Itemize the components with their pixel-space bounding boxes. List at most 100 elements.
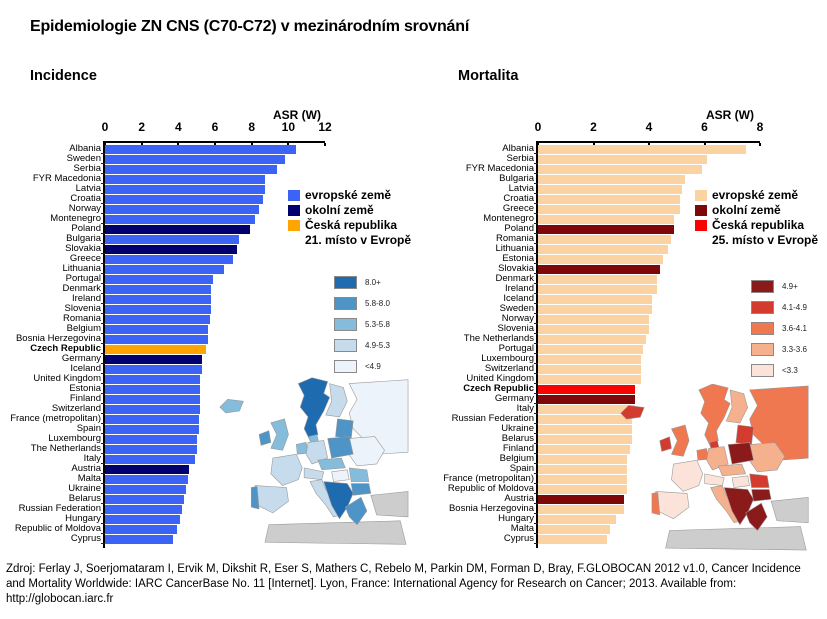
- bar-row-republic-of-moldova: Republic of Moldova: [1, 524, 327, 534]
- value-bar: [538, 484, 627, 494]
- value-bar: [105, 234, 239, 244]
- bar-row-belarus: Belarus: [434, 434, 764, 444]
- incidence-rank-note: 21. místo v Evropě: [305, 233, 412, 247]
- bar-row-montenegro: Montenegro: [1, 214, 327, 224]
- y-tick-mark: [101, 193, 105, 194]
- incidence-map-legend: 8.0+ 5.8-8.0 5.3-5.8 4.9-5.3 <4.9: [334, 275, 390, 381]
- y-tick-mark: [101, 323, 105, 324]
- country-label: FYR Macedonia: [32, 173, 101, 184]
- y-tick-mark: [101, 163, 105, 164]
- bar-row-serbia: Serbia: [1, 164, 327, 174]
- bar-row-belgium: Belgium: [434, 454, 764, 464]
- map-legend-item: 4.9-5.3: [334, 338, 390, 352]
- value-bar: [105, 464, 190, 474]
- country-label: Cyprus: [70, 533, 101, 544]
- country-label: Serbia: [506, 153, 534, 164]
- y-tick-mark: [101, 183, 105, 184]
- bar-row-ireland: Ireland: [1, 294, 327, 304]
- map-legend-swatch: [751, 363, 774, 377]
- bar-row-norway: Norway: [1, 204, 327, 214]
- bar-row-bulgaria: Bulgaria: [1, 234, 327, 244]
- mortalita-axis-line: [536, 141, 760, 143]
- y-tick-mark: [534, 203, 538, 204]
- value-bar: [538, 434, 633, 444]
- bar-row-czech-republic: Czech Republic: [434, 384, 764, 394]
- y-tick-mark: [534, 473, 538, 474]
- country-label: Bulgaria: [499, 173, 534, 184]
- bar-row-poland: Poland: [434, 224, 764, 234]
- value-bar: [538, 344, 644, 354]
- country-label: Russian Federation: [18, 503, 101, 514]
- bar-row-sweden: Sweden: [1, 154, 327, 164]
- bar-row-bosnia-herzegovina: Bosnia Herzegovina: [434, 504, 764, 514]
- country-label: Sweden: [499, 303, 534, 314]
- value-bar: [538, 374, 641, 384]
- y-tick-mark: [101, 363, 105, 364]
- x-tick-label: 0: [534, 120, 542, 134]
- legend-label: Česká republika: [305, 218, 398, 232]
- legend-item: Česká republika: [288, 218, 411, 232]
- mortalita-axis-title: ASR (W): [706, 108, 754, 122]
- value-bar: [538, 504, 625, 514]
- incidence-axis-line: [103, 141, 325, 143]
- bar-row-russian-federation: Russian Federation: [1, 504, 327, 514]
- value-bar: [538, 164, 702, 174]
- legend-label: evropské země: [305, 188, 392, 202]
- value-bar: [105, 414, 199, 424]
- y-tick-mark: [101, 463, 105, 464]
- value-bar: [538, 194, 680, 204]
- y-tick-mark: [534, 443, 538, 444]
- bar-row-hungary: Hungary: [434, 514, 764, 524]
- x-tick-label: 6: [211, 120, 219, 134]
- value-bar: [105, 174, 265, 184]
- value-bar: [538, 144, 747, 154]
- y-tick-mark: [101, 493, 105, 494]
- bar-row-denmark: Denmark: [1, 284, 327, 294]
- country-label: Russian Federation: [451, 413, 534, 424]
- y-tick-mark: [101, 233, 105, 234]
- bar-row-estonia: Estonia: [434, 254, 764, 264]
- y-tick-mark: [534, 503, 538, 504]
- x-tick-label: 8: [248, 120, 255, 134]
- bar-row-lithuania: Lithuania: [1, 264, 327, 274]
- value-bar: [105, 534, 173, 544]
- value-bar: [538, 404, 636, 414]
- y-tick-mark: [534, 263, 538, 264]
- value-bar: [538, 494, 625, 504]
- bar-row-cyprus: Cyprus: [1, 534, 327, 544]
- value-bar: [538, 154, 708, 164]
- map-legend-swatch: [334, 275, 357, 289]
- map-legend-label: <4.9: [365, 361, 381, 371]
- value-bar: [105, 254, 234, 264]
- map-legend-swatch: [751, 300, 774, 314]
- x-tick-label: 2: [138, 120, 145, 134]
- value-bar: [105, 504, 182, 514]
- bar-row-united-kingdom: United Kingdom: [434, 374, 764, 384]
- y-tick-mark: [534, 433, 538, 434]
- value-bar: [105, 194, 263, 204]
- bar-row-malta: Malta: [1, 474, 327, 484]
- incidence-heading: Incidence: [30, 68, 97, 84]
- bar-row-slovenia: Slovenia: [434, 324, 764, 334]
- bar-row-greece: Greece: [434, 204, 764, 214]
- country-label: Ukraine: [68, 483, 101, 494]
- mortalita-legend: evropské země okolní země Česká republika …: [695, 188, 818, 247]
- country-label: Austria: [71, 463, 101, 474]
- bar-row-italy: Italy: [1, 454, 327, 464]
- country-label: FYR Macedonia: [465, 163, 534, 174]
- y-tick-mark: [534, 423, 538, 424]
- map-legend-label: 3.6-4.1: [782, 323, 807, 333]
- y-tick-mark: [534, 513, 538, 514]
- value-bar: [538, 384, 636, 394]
- country-label: Germany: [61, 353, 101, 364]
- country-label: Slovakia: [65, 243, 101, 254]
- y-tick-mark: [534, 153, 538, 154]
- value-bar: [538, 274, 658, 284]
- country-label: Slovenia: [497, 323, 534, 334]
- map-legend-item: <4.9: [334, 359, 390, 373]
- bar-row-austria: Austria: [1, 464, 327, 474]
- y-tick-mark: [101, 293, 105, 294]
- bar-row-slovakia: Slovakia: [1, 244, 327, 254]
- value-bar: [105, 344, 206, 354]
- value-bar: [538, 214, 674, 224]
